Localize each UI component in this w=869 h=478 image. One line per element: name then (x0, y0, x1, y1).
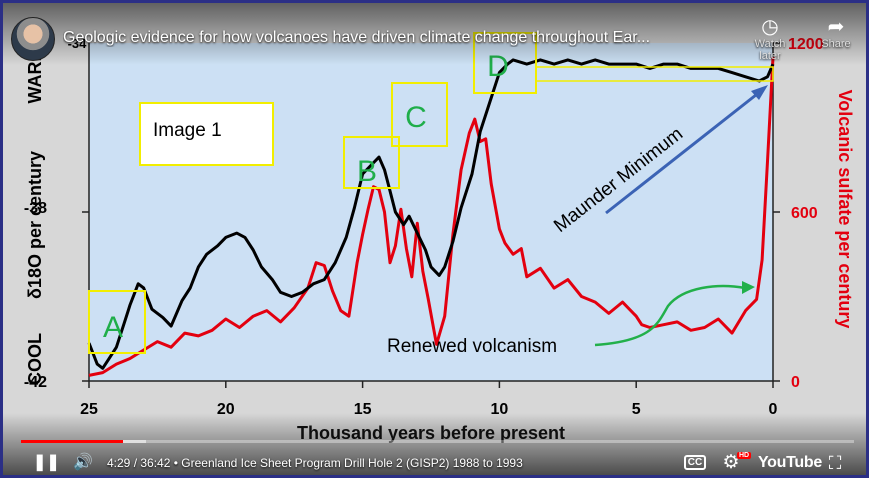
share-label: Share (821, 38, 851, 50)
renewed-arrowhead-icon (742, 281, 755, 294)
image-label-box (139, 102, 274, 166)
channel-avatar[interactable] (11, 17, 55, 61)
y-left-tick-label: -42 (24, 374, 47, 391)
settings-button[interactable]: ⚙ (719, 451, 743, 475)
box-d-extension (535, 66, 774, 82)
image-label: Image 1 (153, 120, 222, 141)
chapter-title[interactable]: • Greenland Ice Sheet Program Drill Hole… (173, 456, 523, 470)
video-title[interactable]: Geologic evidence for how volcanoes have… (63, 29, 651, 46)
hd-badge: HD (737, 452, 752, 459)
x-tick-label: 20 (217, 401, 235, 418)
youtube-logo[interactable]: YouTube (758, 454, 822, 471)
renewed-volcanism-arrow (594, 284, 746, 347)
progress-played (21, 440, 123, 443)
clock-icon: ◷ (761, 16, 779, 38)
cc-icon: CC (683, 455, 707, 470)
cool-label: COOL (25, 333, 45, 385)
y-right-tick-label: 600 (791, 205, 818, 222)
watch-later-label: Watch later (754, 38, 786, 62)
time-elapsed-total: 4:29 / 36:42 (107, 456, 171, 470)
pause-icon: ❚❚ (33, 454, 60, 471)
y-right-tick-label: 0 (791, 374, 800, 391)
time-display: 4:29 / 36:42 • Greenland Ice Sheet Progr… (107, 456, 523, 470)
y-left-tick-label: -38 (24, 200, 47, 217)
player-controls: ❚❚ 🔊 CC ⚙ ⛶ (3, 451, 866, 475)
maunder-arrowhead-icon (751, 85, 768, 100)
maunder-arrow (605, 89, 762, 215)
progress-bar[interactable] (21, 440, 854, 443)
x-tick-label: 25 (80, 401, 98, 418)
plot-area (89, 43, 773, 381)
y-right-axis-title: Volcanic sulfate per century (835, 90, 855, 329)
volume-icon: 🔊 (73, 454, 93, 471)
x-tick-label: 10 (491, 401, 509, 418)
box-a (88, 290, 146, 354)
box-a-letter: A (103, 311, 123, 344)
fullscreen-button[interactable]: ⛶ (823, 451, 847, 475)
box-d-letter: D (487, 50, 509, 83)
x-tick-label: 15 (354, 401, 372, 418)
share-button[interactable]: ➦ Share (811, 16, 861, 50)
sulfate-series-line (88, 57, 775, 377)
fullscreen-icon: ⛶ (828, 453, 842, 473)
box-c-letter: C (405, 101, 427, 134)
watch-later-button[interactable]: ◷ Watch later (745, 16, 795, 62)
y-left-axis-title: δ18O per century (25, 151, 45, 299)
x-tick-label: 0 (769, 401, 778, 418)
box-b (343, 136, 400, 189)
x-tick-label: 5 (632, 401, 641, 418)
settings-icon: ⚙ (722, 452, 740, 473)
volume-button[interactable]: 🔊 (71, 451, 95, 475)
slide-chart: 25 20 15 10 5 0 -38 -42 -34 1200 600 0 WARM C… (24, 32, 855, 443)
renewed-volcanism-label: Renewed volcanism (387, 336, 557, 357)
box-c (391, 82, 448, 147)
share-icon: ➦ (827, 16, 845, 38)
box-b-letter: B (357, 155, 377, 188)
pause-button[interactable]: ❚❚ (33, 451, 60, 475)
captions-button[interactable]: CC (683, 451, 707, 475)
